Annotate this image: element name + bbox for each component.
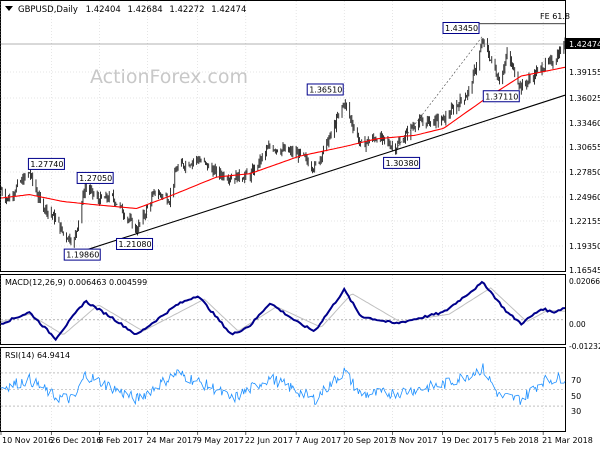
fe-label: FE 61.8: [540, 12, 570, 21]
x-tick-label: 26 Dec 2016: [50, 436, 101, 445]
macd-tick-label: -0.012328: [569, 342, 600, 351]
y-tick-label: 1.22155: [569, 217, 600, 226]
price-annotation-box: [27, 157, 65, 170]
rsi-tick-label: 30: [571, 407, 581, 416]
chart-symbol-label: GBPUSD,Daily 1.42404 1.42684 1.42272 1.4…: [18, 5, 246, 15]
x-tick-label: 3 Nov 2017: [391, 436, 437, 445]
y-tick-label: 1.24960: [569, 193, 600, 202]
price-annotation-label: 1.37110: [485, 92, 518, 101]
price-annotation-label: 1.36510: [309, 85, 342, 94]
macd-series: [0, 280, 566, 342]
rsi-panel-frame: [0, 347, 566, 432]
price-annotation-box: [116, 237, 154, 250]
price-annotation-label: 1.27050: [79, 174, 112, 183]
price-series: [0, 23, 566, 255]
x-tick-label: 8 Feb 2017: [98, 436, 143, 445]
price-annotation-box: [383, 156, 421, 169]
x-tick-label: 5 Feb 2018: [494, 436, 539, 445]
macd-y-axis: 0.020669 0.00 -0.012328: [569, 277, 600, 351]
price-annotation-box: [63, 248, 101, 261]
macd-panel-frame: [0, 274, 566, 345]
price-panel-frame: [0, 0, 566, 272]
rsi-series: [0, 363, 566, 406]
trendline: [74, 94, 566, 255]
x-tick-label: 22 Jun 2017: [245, 436, 293, 445]
rsi-tick-label: 50: [571, 392, 581, 401]
price-annotation-label: 1.21080: [119, 240, 152, 249]
y-tick-label: 1.36025: [569, 94, 600, 103]
macd-tick-label: 0.00: [569, 320, 586, 329]
macd-label: MACD(12,26,9) 0.006463 0.004599: [5, 278, 147, 287]
price-annotation-box: [306, 83, 344, 96]
moving-average-line: [0, 66, 566, 210]
projection-line: [395, 35, 484, 150]
price-annotation-label: 1.43450: [445, 24, 478, 33]
y-tick-label: 1.39155: [569, 68, 600, 77]
x-tick-label: 21 Mar 2018: [542, 436, 593, 445]
macd-line: [1, 280, 566, 342]
x-tick-label: 24 Mar 2017: [146, 436, 197, 445]
price-annotation-box: [442, 21, 480, 34]
ohlc-low: 1.42272: [169, 5, 204, 15]
x-tick-label: 9 May 2017: [197, 436, 244, 445]
x-tick-label: 19 Dec 2017: [442, 436, 493, 445]
watermark: ActionForex.com: [90, 66, 248, 88]
ohlc-close: 1.42474: [211, 5, 246, 15]
y-tick-label: 1.33460: [569, 119, 600, 128]
rsi-tick-label: 70: [571, 376, 581, 385]
price-annotation-box: [76, 171, 114, 184]
rsi-label: RSI(14) 64.9414: [5, 351, 70, 360]
x-tick-label: 20 Sep 2017: [343, 436, 394, 445]
x-tick-label: 10 Nov 2016: [2, 436, 53, 445]
macd-tick-label: 0.020669: [569, 277, 600, 286]
y-tick-label: 1.16545: [569, 266, 600, 275]
y-tick-label: 1.30655: [569, 143, 600, 152]
price-annotation-box: [482, 90, 520, 103]
price-annotations: 1.27740 1.27050 1.19860 1.21080 1.36510 1.303…: [27, 21, 520, 261]
price-y-axis: 1.42474 1.39155 1.36025 1.33460 1.30655 …: [566, 38, 600, 275]
current-price-label: 1.42474: [569, 40, 600, 49]
price-annotation-label: 1.27740: [30, 160, 63, 169]
grid-lines: [0, 1, 565, 431]
x-tick-label: 7 Aug 2017: [295, 436, 341, 445]
rsi-line: [0, 363, 566, 406]
ohlc-open: 1.42404: [86, 5, 121, 15]
collapse-triangle-icon: [5, 6, 13, 11]
price-annotation-label: 1.30380: [386, 159, 419, 168]
symbol-timeframe: GBPUSD,Daily: [18, 5, 78, 15]
current-price-box: [566, 38, 600, 49]
price-annotation-label: 1.19860: [66, 251, 99, 260]
y-tick-label: 1.19350: [569, 242, 600, 251]
rsi-y-axis: 70 50 30: [571, 376, 581, 416]
y-tick-label: 1.27850: [569, 168, 600, 177]
ohlc-high: 1.42684: [127, 5, 162, 15]
